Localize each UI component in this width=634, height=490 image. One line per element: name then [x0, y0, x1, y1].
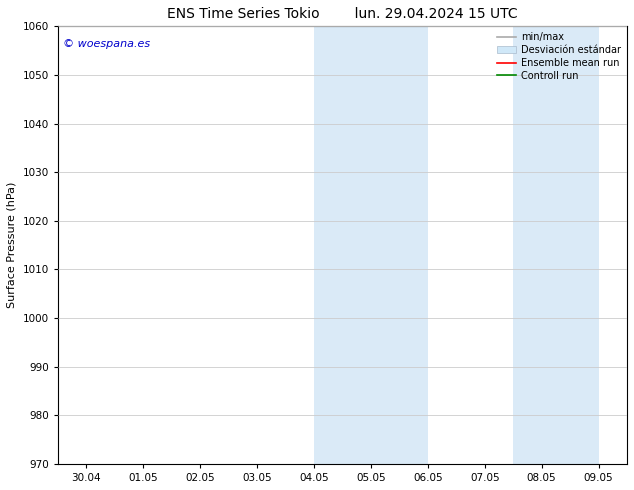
- Text: © woespana.es: © woespana.es: [63, 39, 151, 49]
- Title: ENS Time Series Tokio        lun. 29.04.2024 15 UTC: ENS Time Series Tokio lun. 29.04.2024 15…: [167, 7, 518, 21]
- Y-axis label: Surface Pressure (hPa): Surface Pressure (hPa): [7, 182, 17, 308]
- Bar: [314, 26, 428, 464]
- Legend: min/max, Desviación estándar, Ensemble mean run, Controll run: min/max, Desviación estándar, Ensemble m…: [493, 28, 625, 85]
- Bar: [513, 26, 598, 464]
